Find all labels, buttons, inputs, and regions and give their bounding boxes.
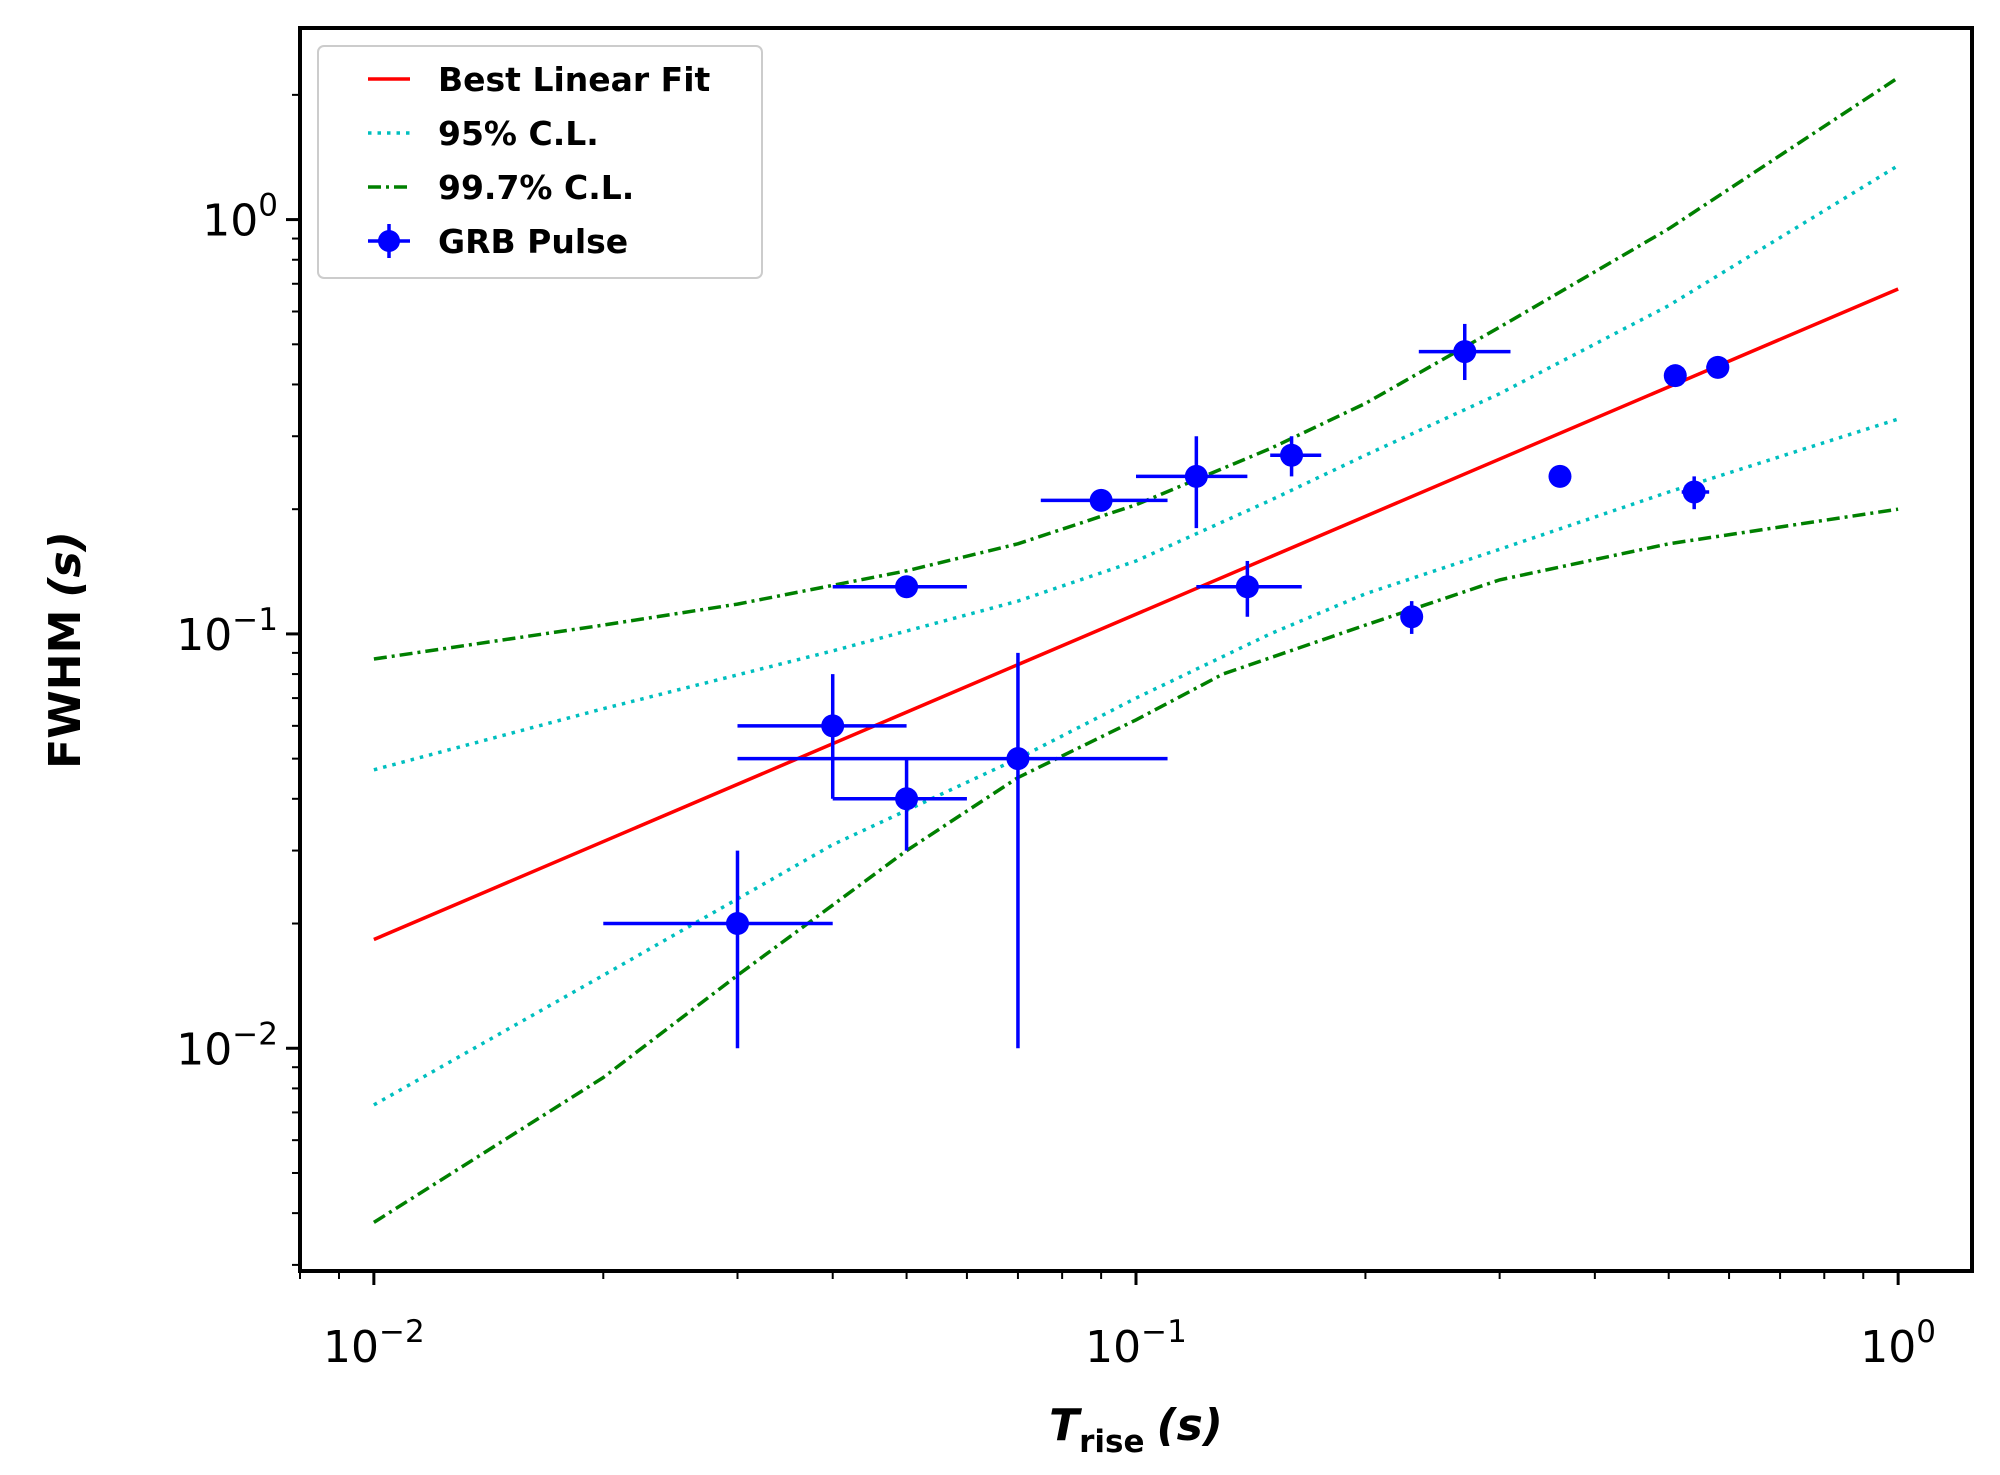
data-marker	[1453, 340, 1477, 364]
x-tick-label-base: 10	[1085, 1322, 1141, 1373]
data-marker	[1663, 364, 1687, 388]
grb-pulse-point	[1418, 323, 1511, 381]
x-axis-title-unit: (s)	[1156, 1400, 1222, 1451]
legend-swatch-marker	[378, 230, 400, 252]
grb-pulse-point	[1270, 436, 1322, 477]
grb-pulse-point	[832, 758, 967, 851]
data-marker	[1235, 575, 1259, 599]
y-axis-ticks	[286, 93, 300, 1266]
y-tick-label-exponent: −2	[232, 1016, 278, 1052]
data-points	[603, 323, 1730, 1049]
confidence-band-2	[373, 76, 1900, 661]
y-tick-label-exponent: 0	[258, 188, 278, 224]
grb-pulse-point	[603, 850, 833, 1049]
y-tick-label-base: 10	[202, 196, 258, 247]
grb-pulse-point	[1040, 488, 1168, 512]
data-marker	[895, 575, 919, 599]
best-fit-line	[373, 287, 1899, 942]
grb-pulse-point	[1663, 364, 1687, 388]
y-tick-label-base: 10	[176, 1024, 232, 1075]
fit-line-group	[373, 287, 1899, 942]
grb-pulse-point	[1681, 476, 1710, 510]
y-tick-label: 100	[202, 188, 278, 247]
data-marker	[1089, 488, 1113, 512]
data-marker	[1006, 747, 1030, 771]
plot-area	[372, 76, 1900, 1224]
y-axis-title-main: FWHM	[40, 610, 91, 769]
grb-pulse-point	[737, 652, 1168, 1049]
y-tick-label-exponent: −1	[232, 602, 278, 638]
legend: Best Linear Fit 95% C.L. 99.7% C.L. GRB …	[317, 45, 763, 279]
legend-label-fit: Best Linear Fit	[438, 60, 711, 99]
x-axis-title: Trise (s)	[1049, 1400, 1223, 1460]
legend-label-95cl: 95% C.L.	[438, 114, 599, 153]
data-marker	[895, 787, 919, 811]
data-marker	[1400, 605, 1424, 629]
x-tick-label-exponent: 0	[1916, 1314, 1936, 1350]
x-tick-label: 10−2	[323, 1314, 425, 1373]
x-axis-title-main: T	[1049, 1400, 1082, 1451]
y-tick-label: 10−1	[176, 602, 278, 661]
grb-pulse-point	[1400, 601, 1424, 634]
y-tick-label: 10−2	[176, 1016, 278, 1075]
y-axis-title: FWHM (s)	[40, 531, 91, 769]
data-marker	[725, 912, 749, 936]
data-marker	[1682, 480, 1706, 504]
confidence-band-3	[372, 507, 1899, 1224]
legend-box	[317, 45, 763, 279]
x-axis-title-sub: rise	[1079, 1424, 1144, 1460]
data-marker	[1548, 464, 1572, 488]
confidence-bands	[372, 76, 1900, 1224]
x-tick-label-exponent: −2	[379, 1314, 425, 1350]
x-axis-ticks	[299, 1271, 1900, 1285]
x-tick-label-base: 10	[1860, 1322, 1916, 1373]
x-tick-label: 10−1	[1085, 1314, 1187, 1373]
y-tick-label-base: 10	[176, 610, 232, 661]
grb-pulse-point	[1136, 436, 1248, 529]
x-tick-label-exponent: −1	[1141, 1314, 1187, 1350]
legend-label-grb: GRB Pulse	[438, 222, 628, 261]
grb-pulse-point	[737, 674, 907, 799]
grb-pulse-point	[1548, 464, 1572, 488]
grb-pulse-point	[1706, 355, 1730, 379]
x-tick-label: 100	[1860, 1314, 1936, 1373]
y-axis-title-unit: (s)	[40, 531, 91, 597]
grb-pulse-point	[1196, 560, 1302, 617]
x-axis-tick-labels: 10−2 10−1 100	[323, 1314, 1936, 1373]
data-marker	[1184, 464, 1208, 488]
legend-label-997cl: 99.7% C.L.	[438, 168, 634, 207]
grb-pulse-point	[832, 575, 967, 599]
data-marker	[821, 714, 845, 738]
data-marker	[1706, 355, 1730, 379]
x-tick-label-base: 10	[323, 1322, 379, 1373]
data-marker	[1280, 443, 1304, 467]
